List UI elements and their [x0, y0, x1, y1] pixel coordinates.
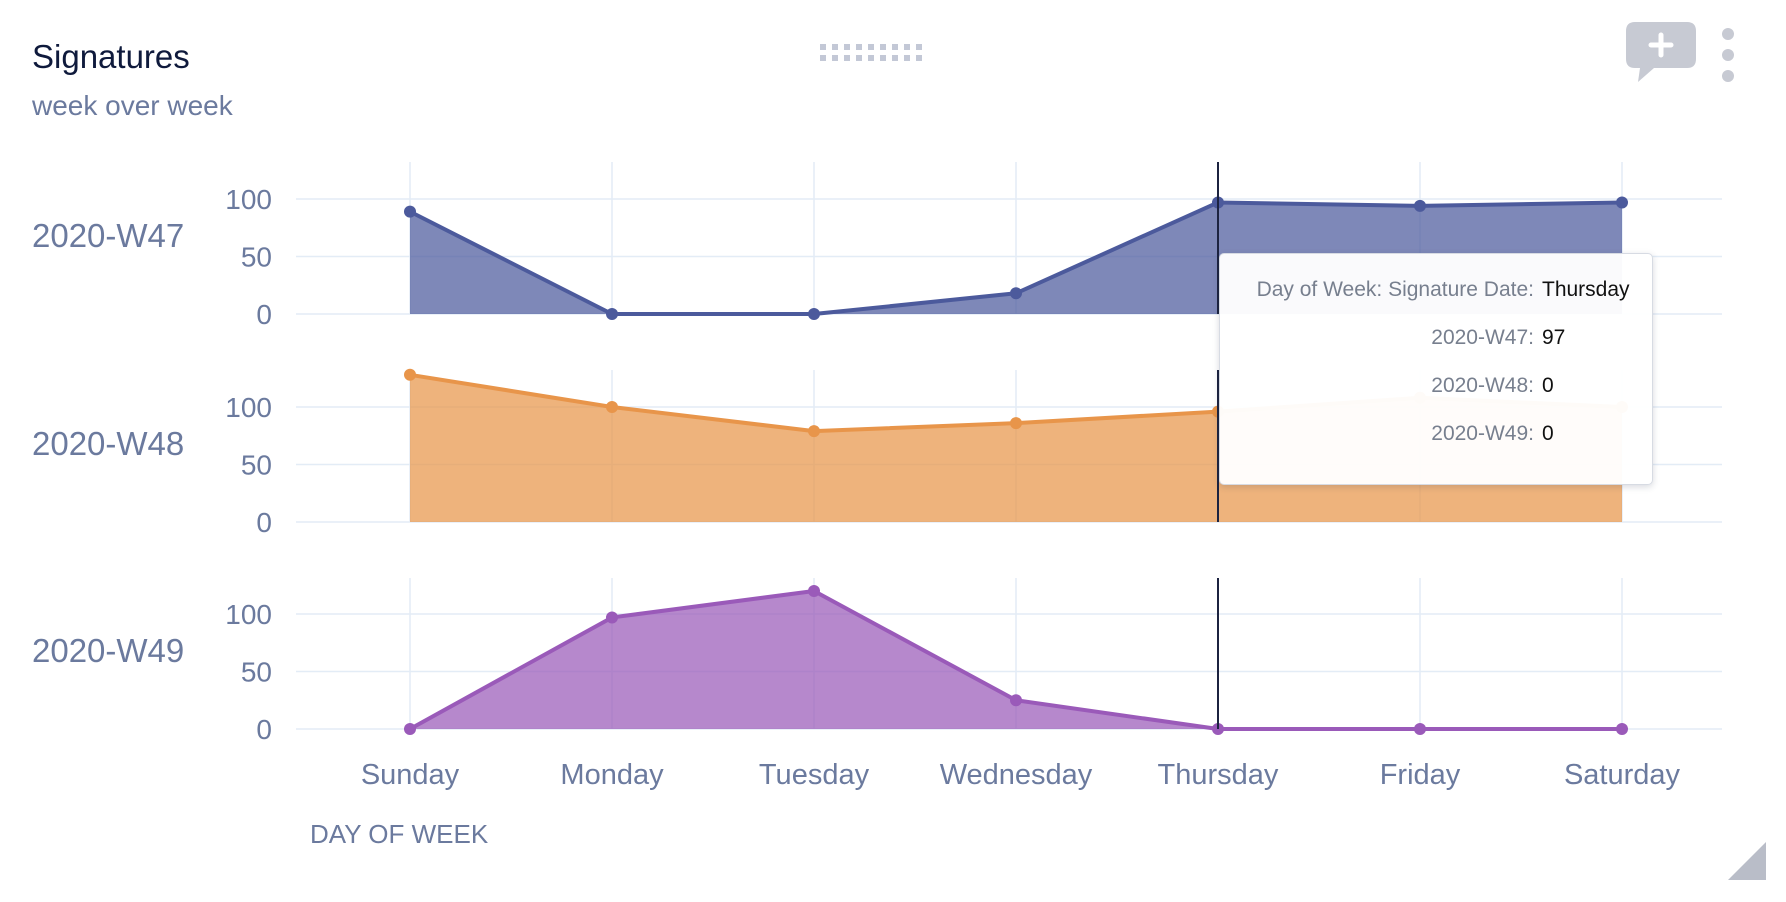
- data-point[interactable]: [404, 205, 416, 218]
- y-tick-label: 0: [256, 507, 272, 538]
- tooltip-row-value: 0: [1542, 374, 1554, 397]
- tooltip-row: 2020-W47: 97: [1220, 326, 1652, 356]
- x-axis-title: DAY OF WEEK: [310, 819, 489, 849]
- card-subtitle: week over week: [32, 90, 233, 121]
- y-tick-label: 100: [225, 599, 272, 630]
- more-vertical-icon[interactable]: [1716, 28, 1740, 82]
- drag-handle-icon[interactable]: [820, 44, 930, 62]
- x-tick-label: Saturday: [1564, 759, 1681, 791]
- series-label: 2020-W49: [32, 632, 184, 669]
- resize-corner-icon[interactable]: [1728, 842, 1766, 880]
- tooltip-row: 2020-W48: 0: [1220, 374, 1652, 404]
- x-tick-label: Sunday: [361, 759, 460, 791]
- data-point[interactable]: [1414, 723, 1426, 735]
- y-tick-label: 50: [241, 450, 272, 481]
- chart-tooltip: Day of Week: Signature Date: Thursday 20…: [1219, 253, 1653, 485]
- tooltip-header-row: Day of Week: Signature Date: Thursday: [1220, 278, 1652, 308]
- y-tick-label: 50: [241, 242, 272, 273]
- tooltip-row-value: 97: [1542, 326, 1566, 349]
- data-point[interactable]: [1414, 199, 1426, 212]
- y-tick-label: 0: [256, 299, 272, 330]
- data-point[interactable]: [404, 368, 416, 381]
- data-point[interactable]: [1616, 196, 1628, 209]
- data-point[interactable]: [1616, 723, 1628, 735]
- data-point[interactable]: [606, 611, 618, 624]
- x-tick-label: Thursday: [1158, 759, 1279, 791]
- data-point[interactable]: [808, 425, 820, 438]
- chart-panel: 0 50 100 2020-W49: [32, 578, 1722, 745]
- tooltip-header-key: Day of Week: Signature Date:: [1256, 278, 1534, 301]
- y-tick-label: 100: [225, 184, 272, 215]
- tooltip-header-value: Thursday: [1542, 278, 1630, 301]
- x-tick-label: Friday: [1380, 759, 1461, 791]
- card-title[interactable]: Signatures: [32, 38, 190, 75]
- tooltip-row-key: 2020-W49:: [1431, 422, 1534, 445]
- y-tick-label: 50: [241, 657, 272, 688]
- add-comment-icon[interactable]: [1626, 22, 1696, 84]
- series-area: [410, 591, 1622, 729]
- series-label: 2020-W47: [32, 217, 184, 254]
- tooltip-row-key: 2020-W47:: [1431, 326, 1534, 349]
- data-point[interactable]: [808, 308, 820, 320]
- x-tick-label: Tuesday: [759, 759, 870, 791]
- data-point[interactable]: [606, 308, 618, 320]
- data-point[interactable]: [1010, 287, 1022, 300]
- y-tick-label: 0: [256, 714, 272, 745]
- x-tick-label: Monday: [560, 759, 664, 791]
- data-point[interactable]: [1010, 694, 1022, 707]
- tooltip-row-key: 2020-W48:: [1431, 374, 1534, 397]
- data-point[interactable]: [606, 401, 618, 413]
- tooltip-row: 2020-W49: 0: [1220, 422, 1652, 452]
- data-point[interactable]: [808, 585, 820, 597]
- data-point[interactable]: [404, 723, 416, 735]
- y-tick-label: 100: [225, 392, 272, 423]
- x-tick-label: Wednesday: [940, 759, 1093, 791]
- data-point[interactable]: [1010, 417, 1022, 430]
- tooltip-row-value: 0: [1542, 422, 1554, 445]
- series-label: 2020-W48: [32, 425, 184, 462]
